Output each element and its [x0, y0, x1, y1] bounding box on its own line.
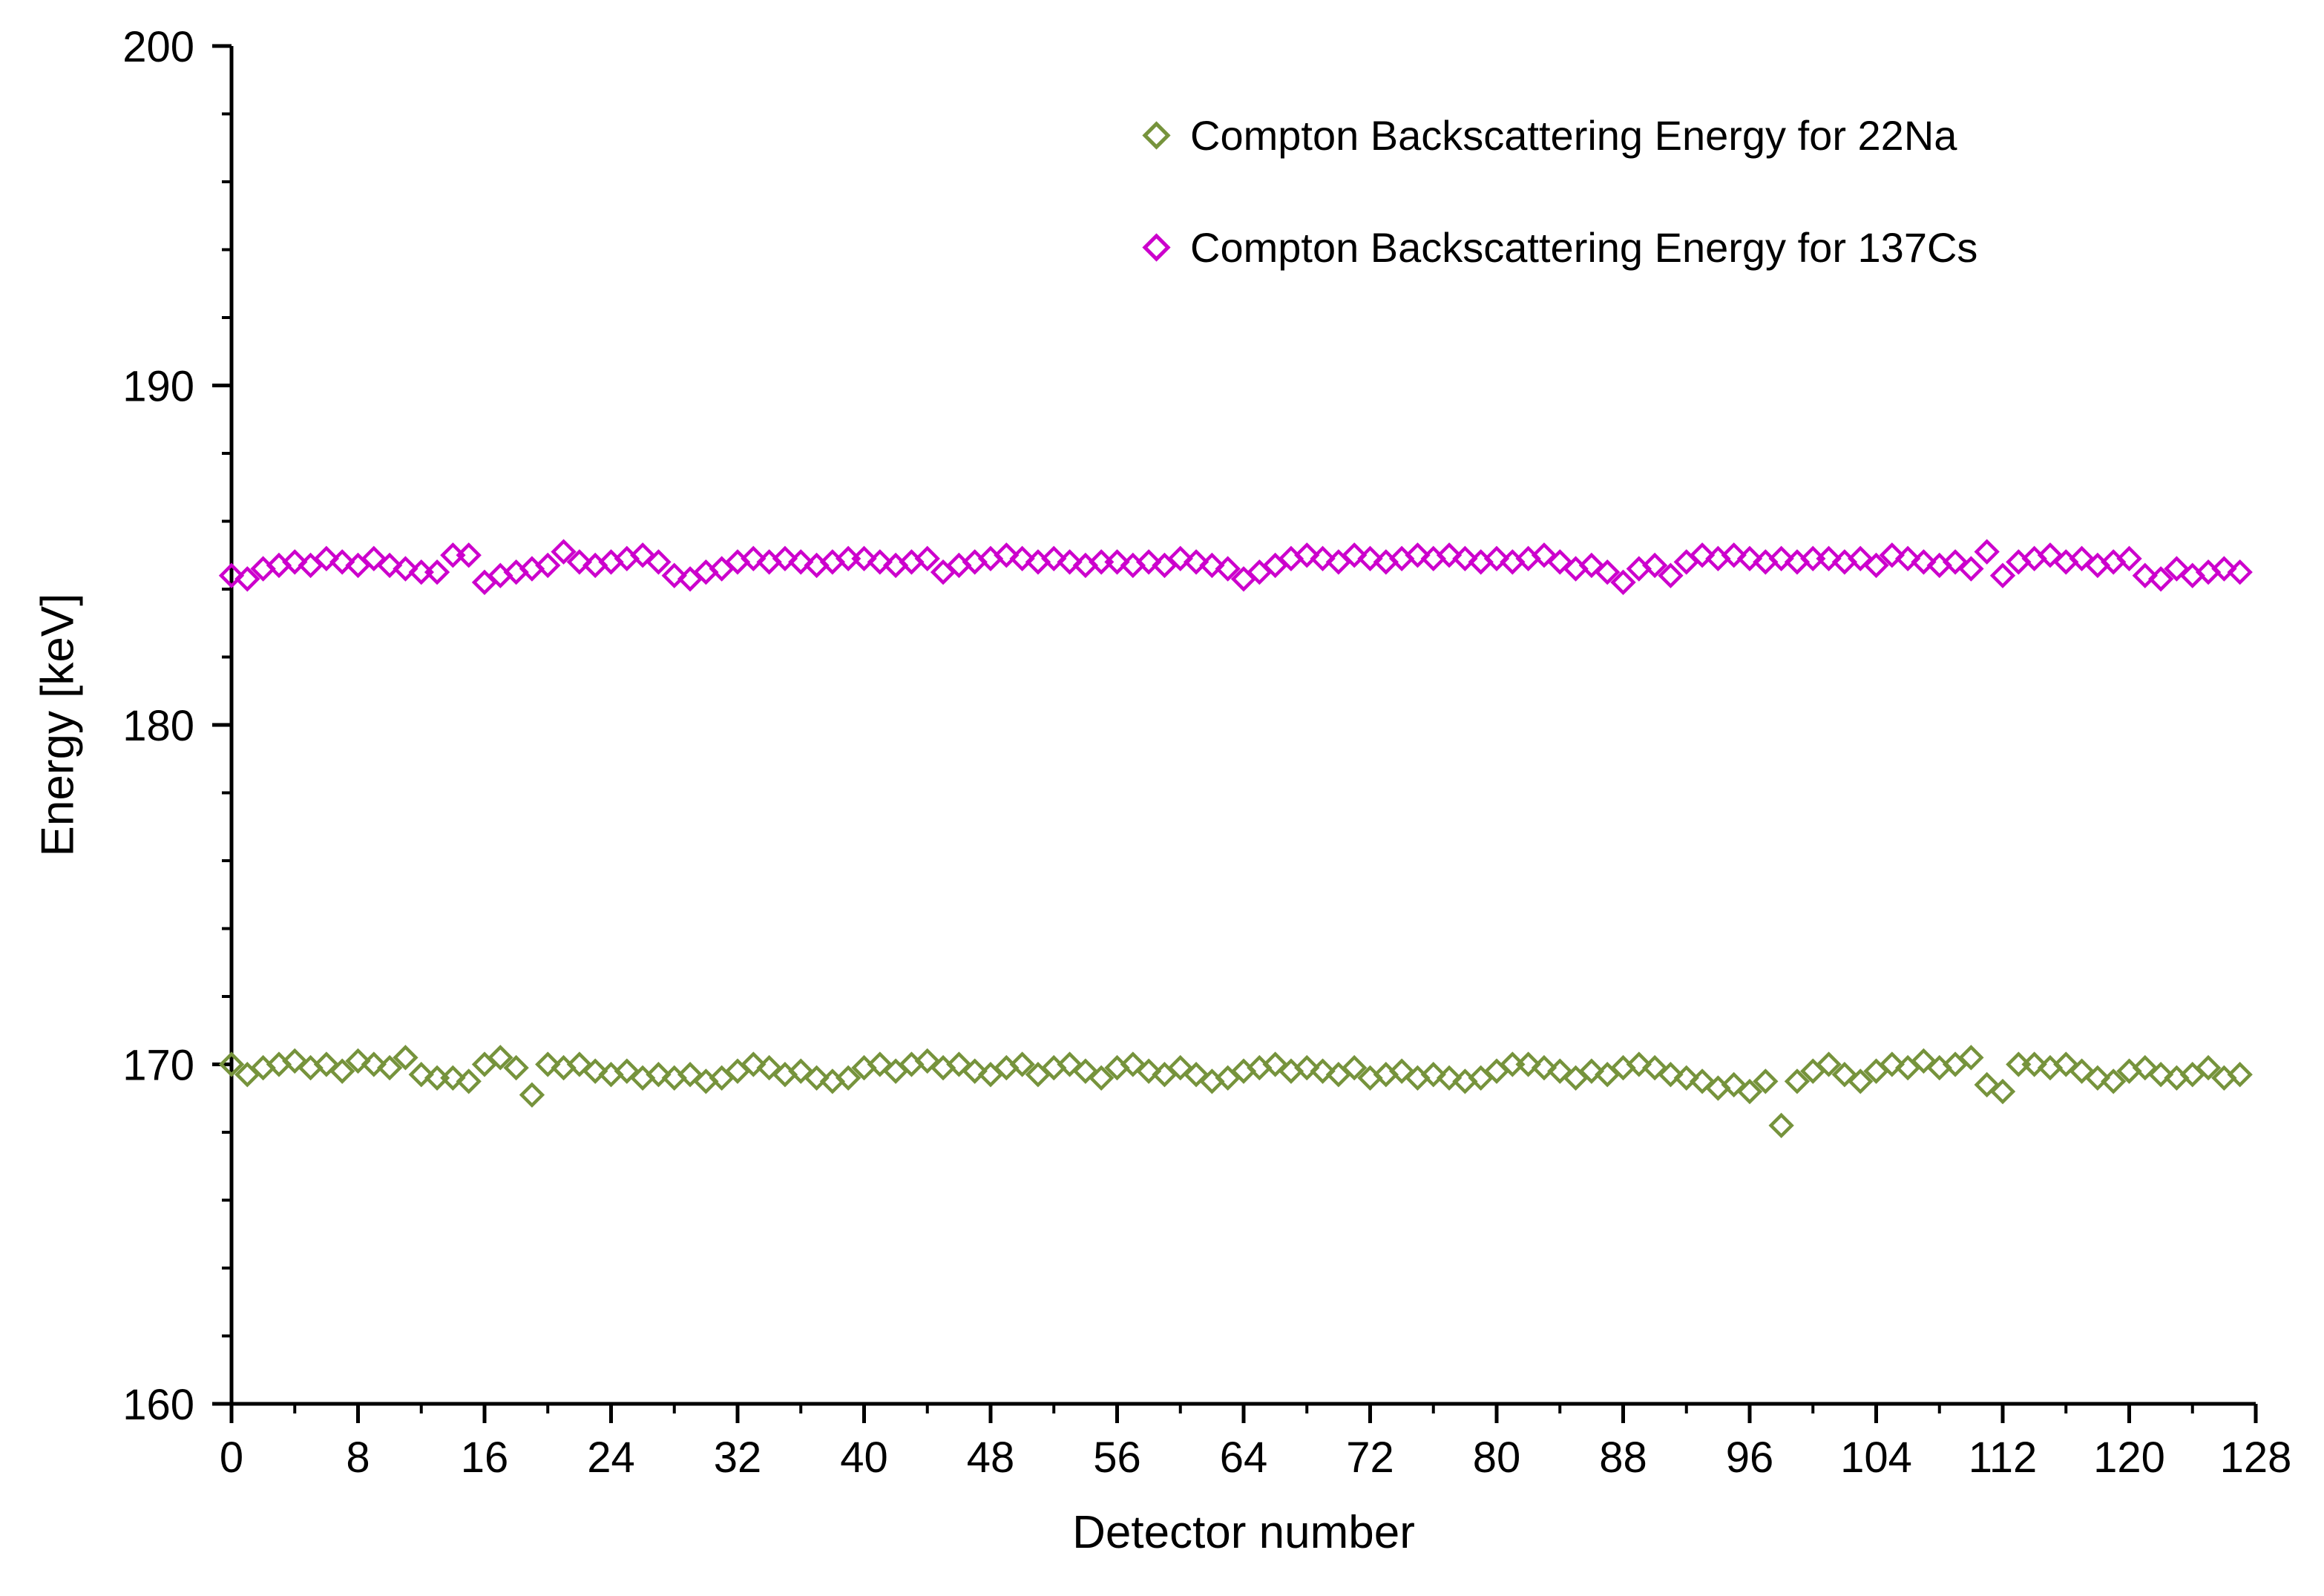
- svg-text:190: 190: [122, 363, 194, 411]
- legend-label-137cs: Compton Backscattering Energy for 137Cs: [1190, 224, 1978, 271]
- legend-label-22na: Compton Backscattering Energy for 22Na: [1190, 112, 1957, 159]
- svg-text:24: 24: [587, 1434, 635, 1482]
- svg-text:64: 64: [1220, 1434, 1268, 1482]
- svg-text:0: 0: [220, 1434, 243, 1482]
- diamond-marker-22na-icon: [1142, 121, 1171, 150]
- svg-text:56: 56: [1093, 1434, 1141, 1482]
- svg-text:32: 32: [714, 1434, 762, 1482]
- legend: Compton Backscattering Energy for 22Na C…: [1142, 111, 1978, 272]
- diamond-marker-137cs-icon: [1142, 233, 1171, 262]
- svg-text:120: 120: [2093, 1434, 2165, 1482]
- svg-text:180: 180: [122, 702, 194, 750]
- svg-text:72: 72: [1346, 1434, 1394, 1482]
- svg-text:88: 88: [1599, 1434, 1647, 1482]
- svg-text:160: 160: [122, 1381, 194, 1429]
- svg-text:48: 48: [967, 1434, 1015, 1482]
- svg-text:170: 170: [122, 1042, 194, 1090]
- svg-text:200: 200: [122, 23, 194, 71]
- svg-text:40: 40: [840, 1434, 888, 1482]
- y-axis-title: Energy [keV]: [32, 593, 84, 857]
- svg-text:80: 80: [1473, 1434, 1521, 1482]
- svg-text:104: 104: [1840, 1434, 1912, 1482]
- legend-item-22na: Compton Backscattering Energy for 22Na: [1142, 111, 1977, 160]
- svg-text:8: 8: [346, 1434, 370, 1482]
- svg-text:96: 96: [1726, 1434, 1774, 1482]
- svg-text:16: 16: [461, 1434, 509, 1482]
- legend-item-137cs: Compton Backscattering Energy for 137Cs: [1142, 223, 1978, 272]
- svg-text:128: 128: [2220, 1434, 2292, 1482]
- svg-text:112: 112: [1969, 1434, 2037, 1482]
- x-axis-title: Detector number: [1072, 1507, 1415, 1558]
